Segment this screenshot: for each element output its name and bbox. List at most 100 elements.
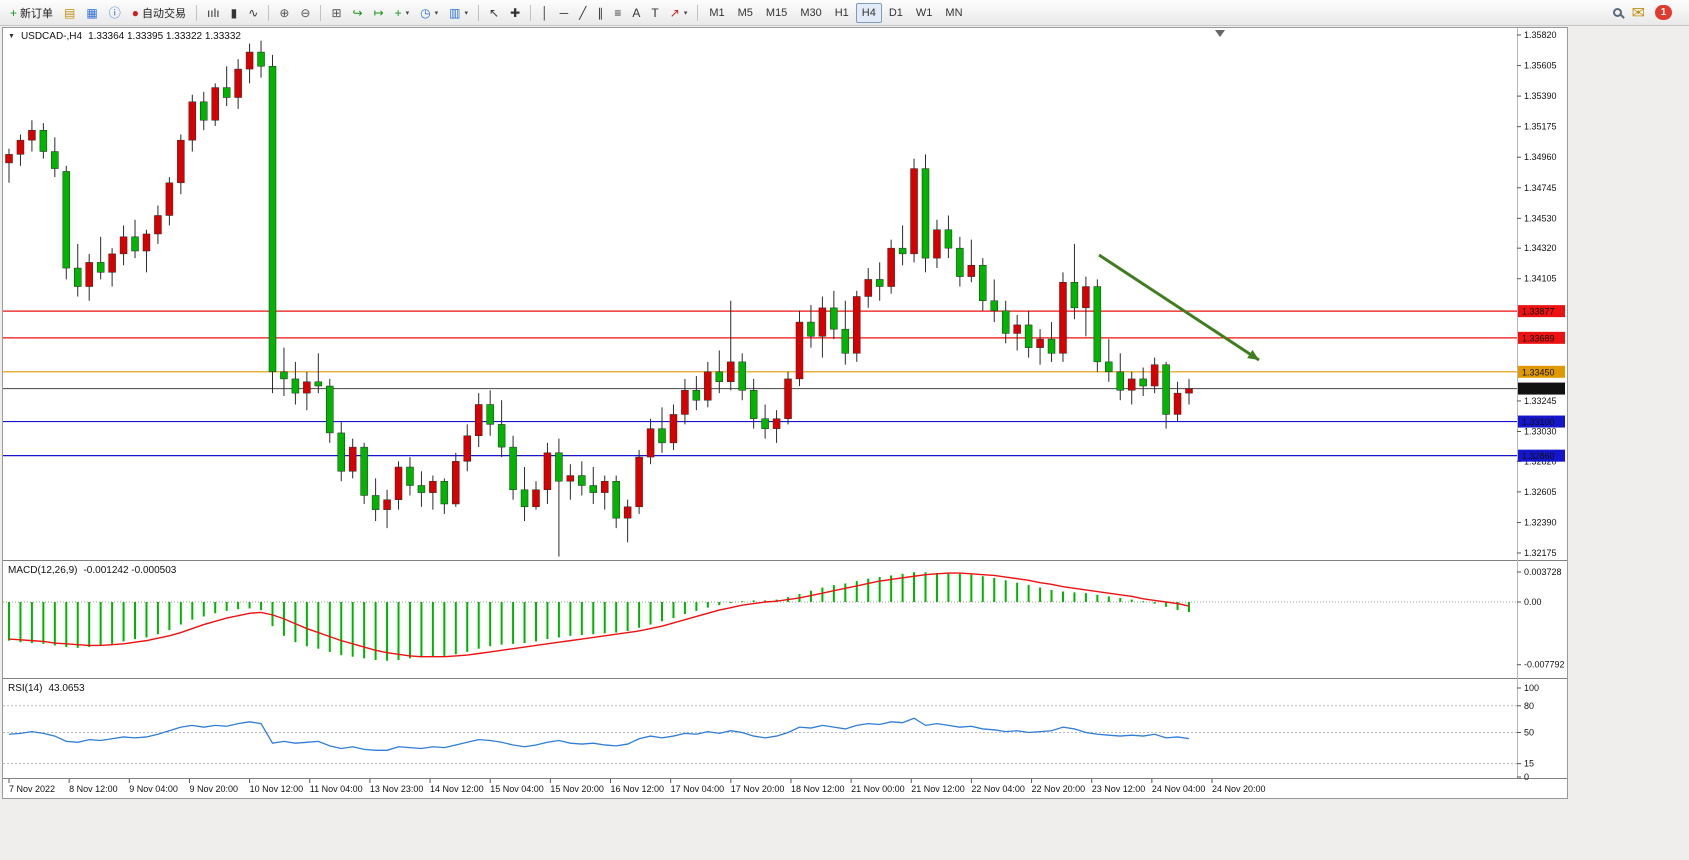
notification-badge[interactable]: 1 (1655, 5, 1672, 20)
zoom-out-icon: ⊖ (300, 5, 311, 20)
text-icon: A (632, 5, 641, 20)
profiles-icon: ▤ (64, 5, 76, 20)
message-icon[interactable]: ✉ (1631, 4, 1645, 22)
chart-shift-button[interactable]: ↦ (369, 3, 389, 23)
text-label-button[interactable]: T (646, 3, 663, 23)
level-price-badge: 1.33100 (1518, 415, 1565, 428)
arrows-icon: ↗ (669, 5, 680, 20)
svg-text:11 Nov 04:00: 11 Nov 04:00 (310, 784, 363, 794)
svg-text:10 Nov 12:00: 10 Nov 12:00 (250, 784, 304, 794)
svg-text:1.34745: 1.34745 (1524, 183, 1557, 193)
text-button[interactable]: A (627, 3, 645, 23)
charts-button[interactable]: ▦ (81, 3, 102, 23)
one-click-trading-toggle-icon[interactable]: ▼ (8, 33, 15, 40)
candlestick-button[interactable]: ▮ (226, 3, 243, 23)
info-button[interactable]: ⓘ (104, 3, 126, 23)
zoom-in-button[interactable]: ⊕ (274, 3, 294, 23)
svg-text:21 Nov 00:00: 21 Nov 00:00 (851, 784, 905, 794)
line-chart-icon: ∿ (248, 5, 259, 20)
timeframe-m15-button[interactable]: M15 (765, 6, 788, 19)
new-order-button[interactable]: + 新订单 (5, 3, 58, 23)
chart-shift-marker[interactable] (1215, 30, 1225, 37)
timeframe-mn-button[interactable]: MN (945, 6, 963, 19)
autotrading-button[interactable]: ● 自动交易 (127, 3, 191, 23)
templates-button[interactable]: ▥ ▾ (444, 3, 473, 23)
rsi-axis: 100 80 50 15 0 (1517, 683, 1539, 782)
svg-text:7 Nov 2022: 7 Nov 2022 (9, 784, 55, 794)
trend-arrow[interactable] (1098, 253, 1260, 362)
cursor-icon: ↖ (489, 5, 500, 20)
chevron-down-icon: ▾ (405, 9, 410, 17)
macd-indicator-label: MACD(12,26,9) -0.001242 -0.000503 (8, 565, 176, 576)
macd-name: MACD(12,26,9) (8, 565, 78, 576)
svg-text:1.32860: 1.32860 (1522, 451, 1555, 461)
macd-axis: 0.003728 0.00 -0.007792 (1517, 567, 1565, 670)
timeframe-m30-button[interactable]: M30 (800, 6, 822, 19)
svg-text:16 Nov 12:00: 16 Nov 12:00 (611, 784, 665, 794)
search-icon[interactable] (1612, 8, 1622, 17)
time-axis[interactable]: 7 Nov 2022 8 Nov 12:00 9 Nov 04:00 9 Nov 20… (8, 779, 1266, 794)
arrows-button[interactable]: ↗ ▾ (665, 3, 693, 23)
autotrading-label: 自动交易 (141, 7, 186, 20)
symbol-label: ▼ USDCAD-,H4 1.33364 1.33395 1.33322 1.3… (8, 31, 241, 42)
info-icon: ⓘ (108, 5, 121, 20)
trendline-button[interactable]: ╱ (574, 3, 591, 23)
timeframe-w1-button[interactable]: W1 (915, 6, 933, 19)
svg-text:14 Nov 12:00: 14 Nov 12:00 (430, 784, 484, 794)
svg-text:100: 100 (1524, 683, 1539, 693)
tile-windows-button[interactable]: ⊞ (326, 3, 346, 23)
svg-text:1.33030: 1.33030 (1524, 426, 1557, 436)
svg-text:17 Nov 20:00: 17 Nov 20:00 (731, 784, 785, 794)
timeframe-m5-button[interactable]: M5 (737, 6, 753, 19)
svg-text:1.34530: 1.34530 (1524, 213, 1557, 223)
svg-text:22 Nov 20:00: 22 Nov 20:00 (1032, 784, 1086, 794)
timeframe-h1-button[interactable]: H1 (834, 6, 849, 19)
fibonacci-button[interactable]: ≡ (609, 3, 626, 23)
horizontal-line-icon: ─ (559, 5, 569, 20)
toolbar-separator (530, 4, 532, 21)
indicators-button[interactable]: + ▾ (390, 3, 415, 23)
charts-icon: ▦ (86, 5, 98, 20)
svg-text:1.34960: 1.34960 (1524, 152, 1557, 162)
bar-chart-button[interactable]: ıılı (202, 3, 225, 23)
rsi-name: RSI(14) (8, 683, 43, 694)
level-price-badge: 1.33450 (1518, 365, 1565, 378)
auto-scroll-button[interactable]: ↪ (348, 3, 368, 23)
svg-text:1.33450: 1.33450 (1522, 367, 1555, 377)
symbol-name: USDCAD-,H4 (20, 31, 83, 42)
timeframe-h4-button[interactable]: H4 (855, 2, 882, 23)
level-price-badge: 1.32860 (1518, 449, 1565, 462)
toolbar-separator (268, 4, 270, 21)
autotrading-icon: ● (131, 5, 139, 20)
line-chart-button[interactable]: ∿ (243, 3, 263, 23)
svg-text:1.35175: 1.35175 (1524, 122, 1557, 132)
timeframe-m1-button[interactable]: M1 (709, 6, 725, 19)
chevron-down-icon: ▾ (683, 9, 688, 17)
svg-text:1.33245: 1.33245 (1524, 396, 1557, 406)
trend-arrow-head (1247, 349, 1259, 360)
chevron-down-icon: ▾ (434, 9, 439, 17)
channel-button[interactable]: ∥ (592, 3, 608, 23)
current-price-badge: 1.33332 (1518, 382, 1565, 395)
svg-text:0: 0 (1524, 772, 1529, 782)
price-axis[interactable]: 1.35820 1.35605 1.35390 1.35175 1.34960 1.347… (1517, 30, 1557, 558)
svg-text:24 Nov 04:00: 24 Nov 04:00 (1152, 784, 1206, 794)
rsi-indicator-label: RSI(14) 43.0653 (8, 683, 85, 694)
timeframe-d1-button[interactable]: D1 (888, 6, 903, 19)
indicators-icon: + (394, 5, 402, 20)
svg-text:-0.007792: -0.007792 (1524, 660, 1565, 670)
templates-icon: ▥ (449, 5, 461, 20)
svg-text:1.32390: 1.32390 (1524, 517, 1557, 527)
crosshair-button[interactable]: ✚ (505, 3, 525, 23)
svg-text:1.32605: 1.32605 (1524, 487, 1557, 497)
vertical-line-button[interactable]: │ (536, 3, 554, 23)
main-toolbar: + 新订单 ▤ ▦ ⓘ ● 自动交易 ıılı ▮ ∿ ⊕ ⊖ ⊞ ↪ ↦ + ▾… (0, 0, 1689, 26)
zoom-out-button[interactable]: ⊖ (295, 3, 315, 23)
svg-text:15: 15 (1524, 759, 1534, 769)
horizontal-line-button[interactable]: ─ (555, 3, 574, 23)
periods-button[interactable]: ◷ ▾ (415, 3, 443, 23)
cursor-button[interactable]: ↖ (484, 3, 504, 23)
bar-chart-icon: ıılı (206, 5, 220, 20)
chart-window: 1.35820 1.35605 1.35390 1.35175 1.34960 1.347… (2, 27, 1568, 799)
profiles-button[interactable]: ▤ (59, 3, 80, 23)
